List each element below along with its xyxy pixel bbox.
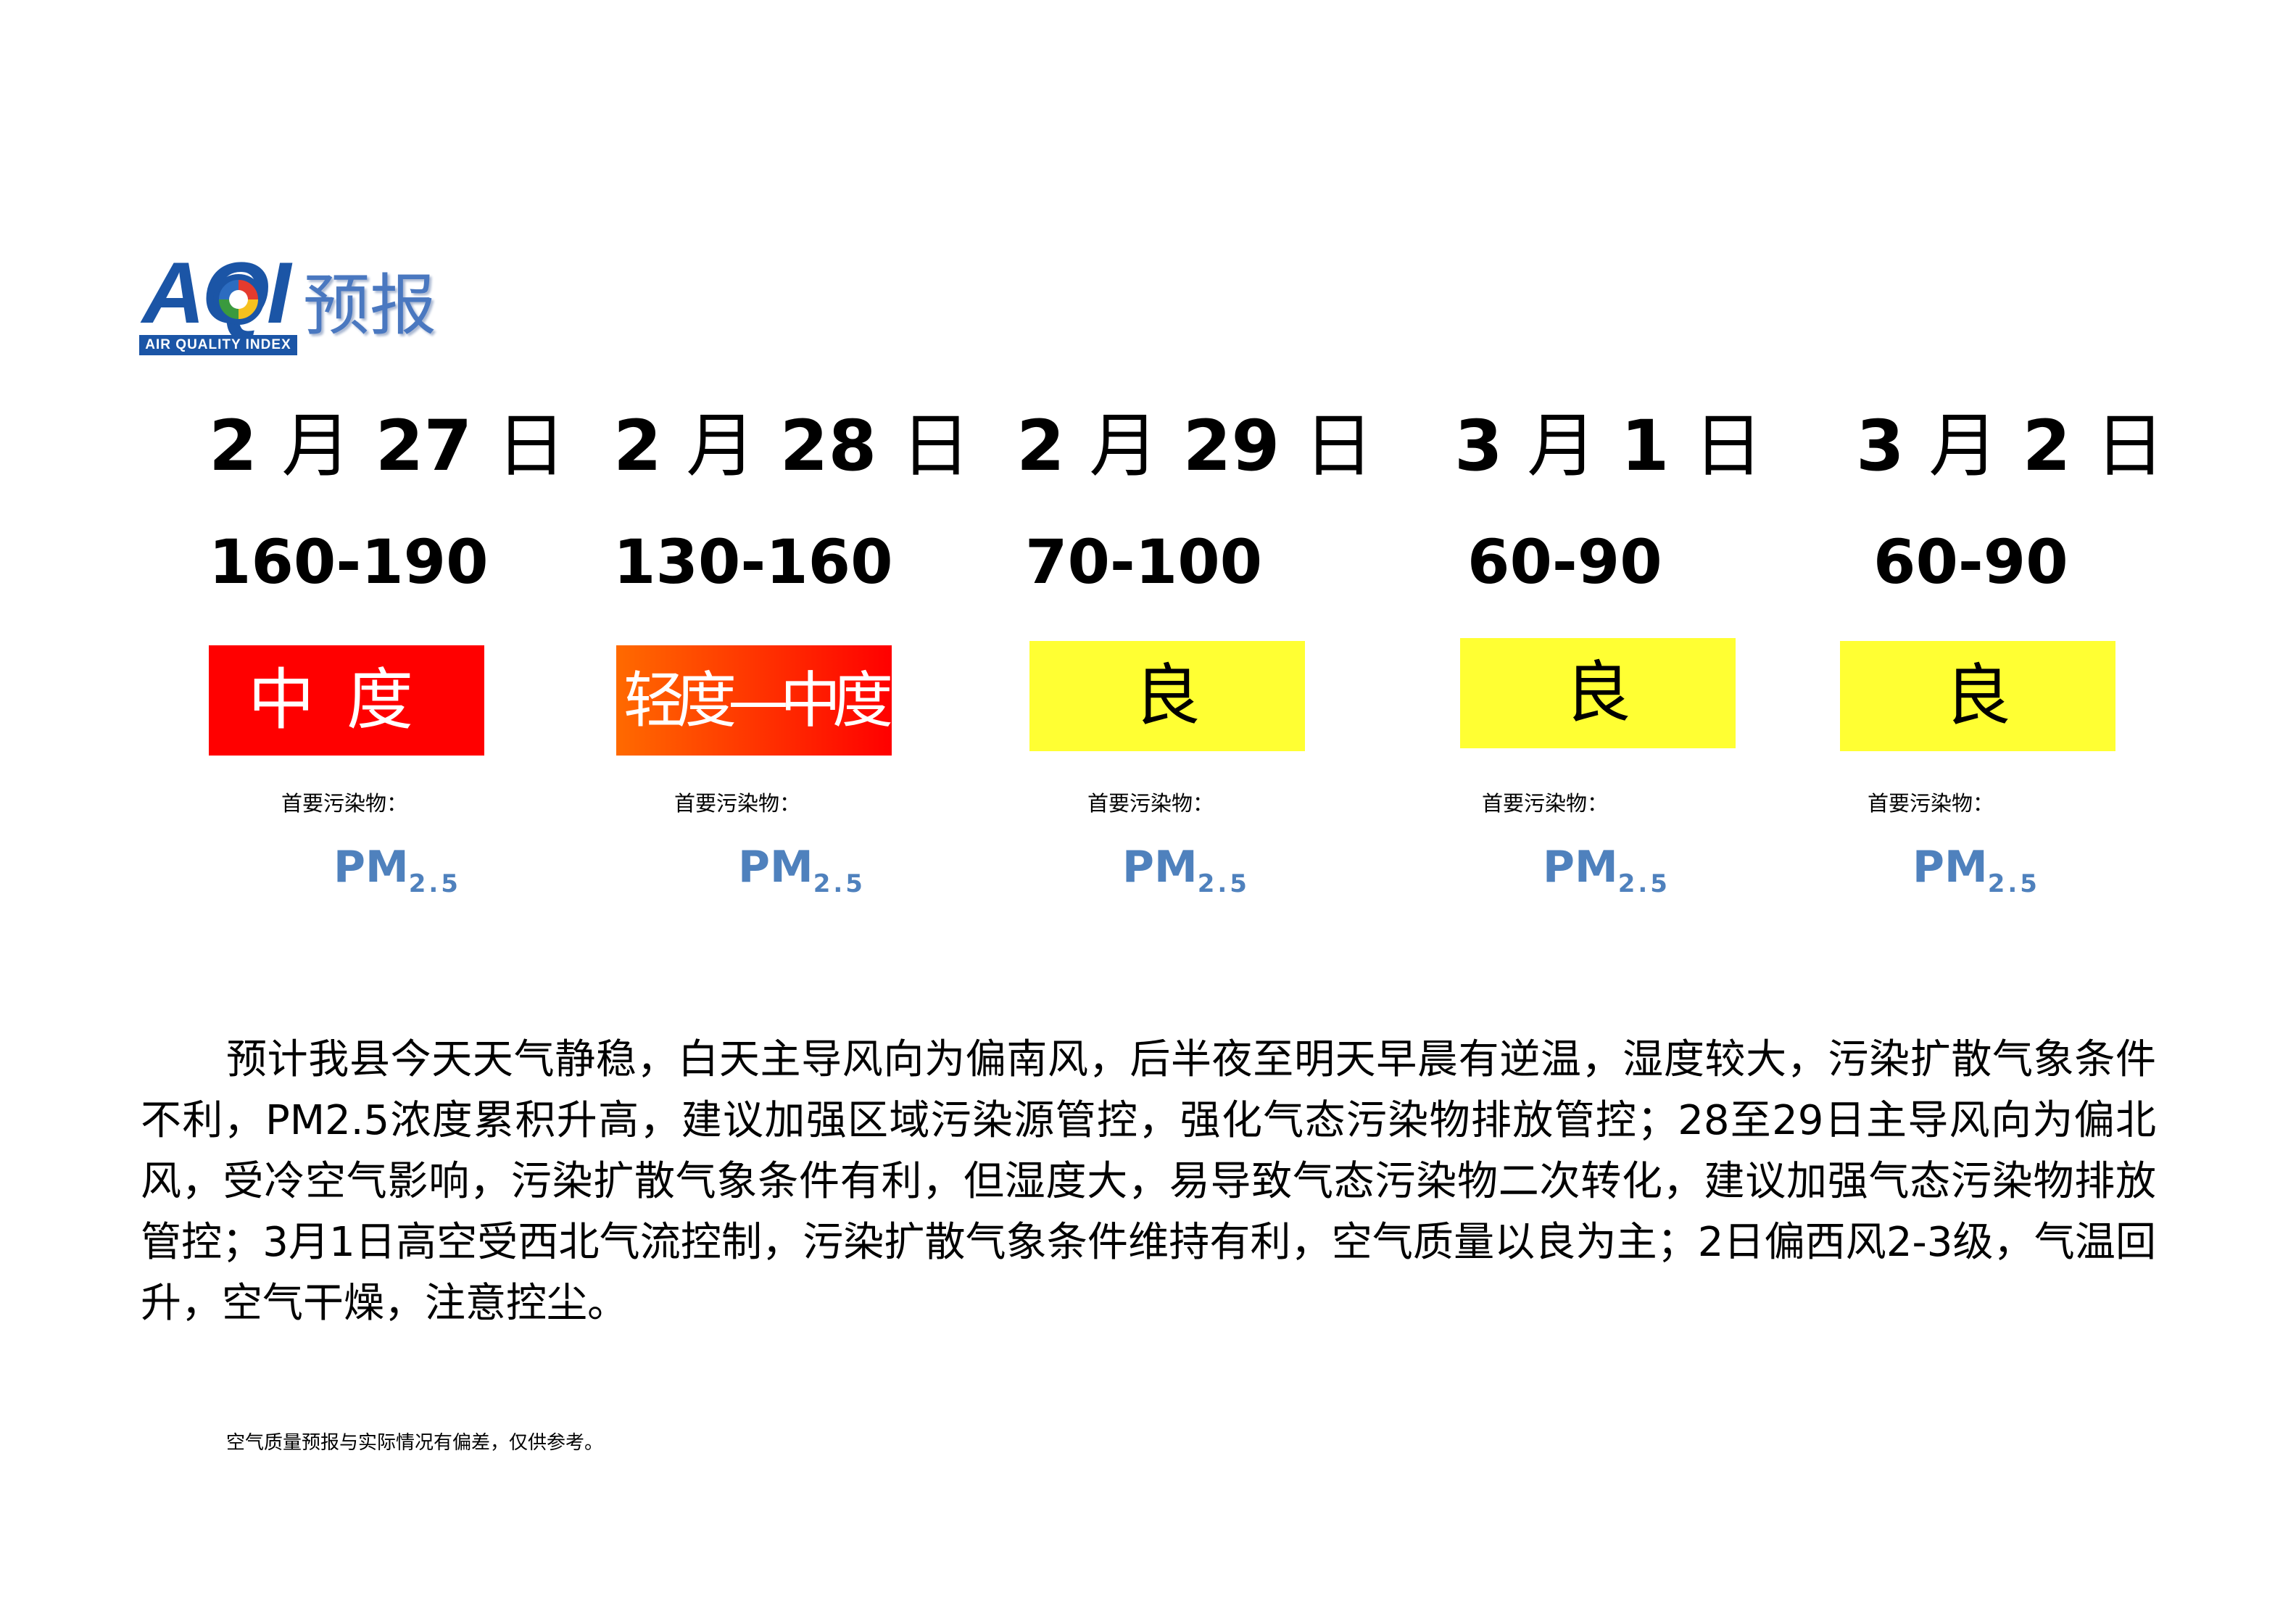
- page-title: 预报: [303, 267, 437, 344]
- pollutant-sub: 2.5: [813, 869, 866, 898]
- pollutant-main: PM: [1122, 842, 1198, 893]
- date-month: 3: [1856, 405, 1905, 487]
- forecast-day: 2 月 29 日 70-100 良 首要污染物： PM2.5: [1016, 399, 1422, 906]
- pollutant-label: 首要污染物：: [1087, 791, 1214, 816]
- date-day: 28: [779, 405, 877, 487]
- forecast-day: 3 月 1 日 60-90 良 首要污染物： PM2.5: [1454, 399, 1860, 906]
- date-month-char: 月: [1527, 405, 1597, 487]
- date-day: 2: [2022, 405, 2071, 487]
- logo-strip-text: AIR QUALITY INDEX: [139, 335, 297, 355]
- primary-pollutant: PM2.5: [738, 838, 866, 913]
- aqi-level-badge: 轻度—中度: [616, 645, 893, 756]
- date-month: 2: [613, 405, 662, 487]
- day-date: 2 月 28 日: [613, 399, 971, 493]
- aqi-level-badge: 良: [1840, 641, 2115, 751]
- pollutant-sub: 2.5: [1987, 869, 2040, 898]
- aqi-logo-mark: AQI AIR QUALITY INDEX: [139, 249, 297, 355]
- day-date: 2 月 27 日: [209, 399, 566, 493]
- date-day-char: 日: [496, 405, 566, 487]
- pollutant-main: PM: [738, 842, 813, 893]
- pollutant-sub: 2.5: [1617, 869, 1670, 898]
- pollutant-main: PM: [333, 842, 409, 893]
- date-month-char: 月: [1928, 405, 1999, 487]
- aqi-range: 130-160: [613, 526, 893, 597]
- day-date: 3 月 2 日: [1856, 399, 2165, 493]
- forecast-day: 3 月 2 日 60-90 良 首要污染物： PM2.5: [1840, 399, 2262, 906]
- primary-pollutant: PM2.5: [1122, 838, 1250, 913]
- date-month: 3: [1454, 405, 1503, 487]
- date-month: 2: [1016, 405, 1065, 487]
- pollutant-label: 首要污染物：: [1868, 791, 1994, 816]
- primary-pollutant: PM2.5: [333, 838, 461, 913]
- forecast-day: 2 月 27 日 160-190 中度 首要污染物： PM2.5: [209, 399, 615, 906]
- date-month-char: 月: [281, 405, 352, 487]
- aqi-range: 70-100: [1025, 526, 1263, 597]
- pollutant-main: PM: [1543, 842, 1618, 893]
- aqi-level-badge: 良: [1460, 638, 1736, 748]
- pollutant-sub: 2.5: [408, 869, 461, 898]
- date-month-char: 月: [1089, 405, 1159, 487]
- primary-pollutant: PM2.5: [1543, 838, 1670, 913]
- pollutant-label: 首要污染物：: [1482, 791, 1609, 816]
- aqi-range: 60-90: [1873, 526, 2068, 597]
- date-month-char: 月: [686, 405, 756, 487]
- pollutant-sub: 2.5: [1197, 869, 1250, 898]
- date-day-char: 日: [1304, 405, 1374, 487]
- date-month: 2: [209, 405, 257, 487]
- globe-icon: [213, 274, 264, 325]
- date-day-char: 日: [900, 405, 971, 487]
- date-day-char: 日: [2094, 405, 2165, 487]
- day-date: 2 月 29 日: [1016, 399, 1374, 493]
- aqi-level-badge: 良: [1029, 641, 1305, 751]
- disclaimer: 空气质量预报与实际情况有偏差，仅供参考。: [226, 1432, 604, 1454]
- date-day: 27: [375, 405, 473, 487]
- aqi-range: 60-90: [1467, 526, 1662, 597]
- forecast-days: 2 月 27 日 160-190 中度 首要污染物： PM2.5 2 月 28 …: [209, 399, 2262, 906]
- pollutant-label: 首要污染物：: [281, 791, 408, 816]
- day-date: 3 月 1 日: [1454, 399, 1763, 493]
- date-day: 29: [1182, 405, 1280, 487]
- aqi-level-badge: 中度: [209, 645, 484, 756]
- forecast-summary: 预计我县今天天气静稳，白天主导风向为偏南风，后半夜至明天早晨有逆温，湿度较大，污…: [141, 1036, 2156, 1327]
- pollutant-main: PM: [1912, 842, 1988, 893]
- pollutant-label: 首要污染物：: [674, 791, 801, 816]
- aqi-range: 160-190: [209, 526, 489, 597]
- date-day-char: 日: [1693, 405, 1763, 487]
- primary-pollutant: PM2.5: [1912, 838, 2040, 913]
- date-day: 1: [1620, 405, 1670, 487]
- aqi-logo: AQI AIR QUALITY INDEX 预报: [139, 249, 451, 360]
- forecast-day: 2 月 28 日 130-160 轻度—中度 首要污染物： PM2.5: [613, 399, 1019, 906]
